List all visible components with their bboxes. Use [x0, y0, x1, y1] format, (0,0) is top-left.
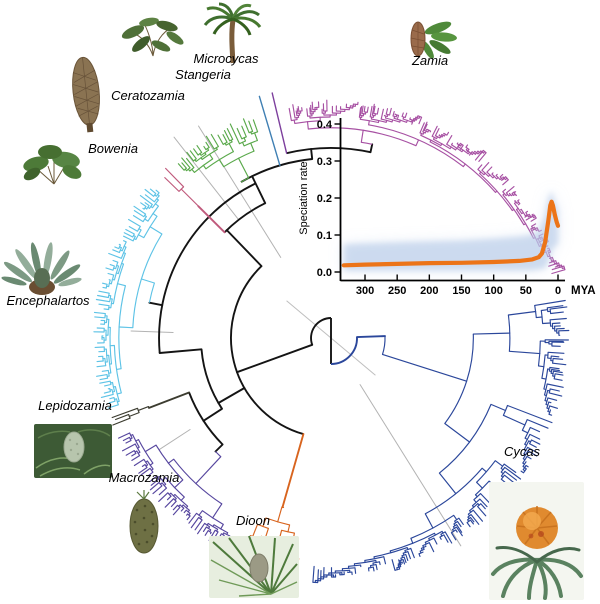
- clade-encephalartos-branches: [93, 188, 163, 409]
- palm-cycad-illustration: [203, 2, 262, 64]
- clade-bowenia-branches: [164, 167, 199, 207]
- time-gridlines: [130, 125, 462, 547]
- label-zamia: Zamia: [411, 53, 449, 68]
- bowenia-shrub-illustration: [23, 145, 82, 185]
- dioon-photo: [209, 535, 299, 598]
- inset-y-tick-label: 0.3: [317, 156, 332, 168]
- clade-microcycas-branches: [271, 92, 288, 154]
- inset-y-axis-label: Speciation rate: [298, 161, 310, 234]
- zamia-cone-illustration: [410, 21, 457, 59]
- cycas-photo: [489, 482, 584, 600]
- label-dioon: Dioon: [236, 513, 270, 528]
- label-bowenia: Bowenia: [88, 141, 138, 156]
- inset-x-tick-label: 0: [555, 285, 561, 297]
- inset-x-tick-label: 150: [452, 285, 470, 297]
- inset-x-tick-label: 100: [484, 285, 502, 297]
- inset-tick-marks: [334, 123, 559, 281]
- lepidozamia-photo: [34, 424, 112, 478]
- inset-axes: [339, 118, 565, 282]
- label-microcycas: Microcycas: [193, 51, 259, 66]
- inset-y-tick-label: 0.0: [317, 267, 332, 279]
- clade-ceratozamia-branches: [177, 118, 259, 183]
- credible-interval-band: [343, 190, 558, 271]
- clade-stangeria-branches: [258, 95, 281, 167]
- label-macrozamia: Macrozamia: [108, 470, 180, 485]
- label-lepidozamia: Lepidozamia: [38, 398, 112, 413]
- inset-x-tick-label: 50: [520, 285, 532, 297]
- ceratozamia-cone-illustration: [72, 56, 100, 133]
- inset-x-tick-label: 250: [388, 285, 406, 297]
- label-ceratozamia: Ceratozamia: [111, 88, 185, 103]
- label-stangeria: Stangeria: [175, 67, 231, 82]
- inset-y-tick-label: 0.2: [317, 193, 332, 205]
- clade-cycas-branches: [312, 299, 570, 584]
- inset-x-tick-label: 300: [356, 285, 374, 297]
- speciation-rate-curve: [341, 199, 561, 268]
- inset-y-tick-label: 0.4: [317, 119, 333, 131]
- macrozamia-cone-illustration: [129, 490, 159, 554]
- plant-illustrations: [1, 2, 584, 600]
- inset-y-tick-label: 0.1: [317, 230, 332, 242]
- speciation-rate-inset-plot: 0.0 0.1 0.2 0.3 0.4 300 250 200 150 100 50 0 MYA Spec…: [298, 118, 596, 297]
- encephalartos-rosette-illustration: [1, 242, 82, 295]
- clade-lepidozamia-branches: [111, 406, 150, 426]
- fern-clump-illustration: [121, 17, 184, 57]
- label-encephalartos: Encephalartos: [6, 293, 90, 308]
- inset-x-tick-label: 200: [420, 285, 438, 297]
- inset-x-axis-unit: MYA: [571, 285, 596, 297]
- label-cycas: Cycas: [503, 444, 541, 459]
- tree-skeleton-branches: [148, 143, 386, 509]
